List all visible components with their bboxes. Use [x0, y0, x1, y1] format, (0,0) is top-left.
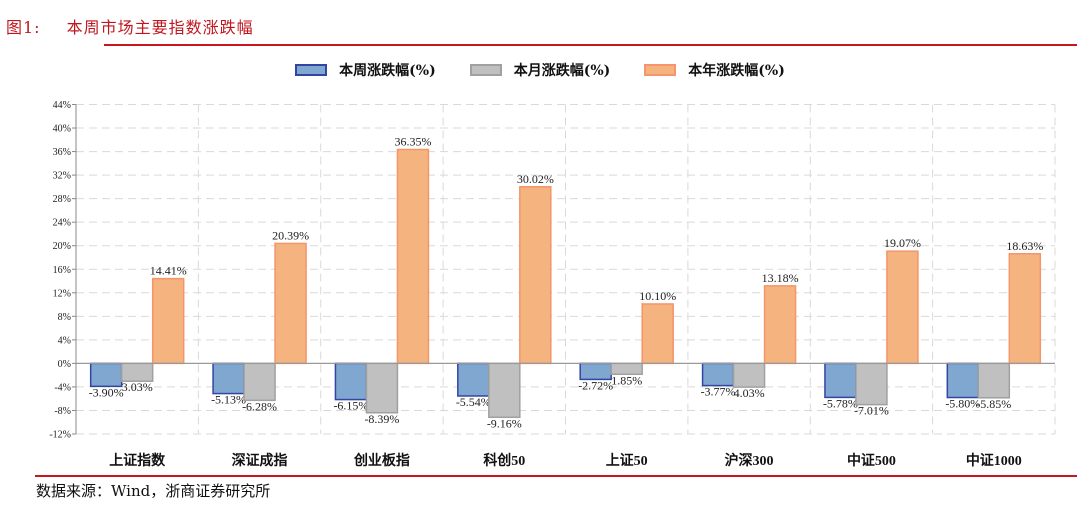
legend-swatch-weekly [295, 64, 328, 76]
y-tick-label: 28% [53, 194, 71, 205]
data-label: 30.02% [517, 172, 554, 186]
y-tick-label: 36% [53, 147, 71, 158]
data-label: -8.39% [364, 412, 399, 426]
bar-yearly [396, 148, 430, 365]
bar-monthly [243, 362, 276, 402]
bar-monthly [732, 362, 766, 388]
data-label: 3.03% [122, 380, 153, 394]
y-tick-label: 16% [53, 265, 71, 276]
chart-legend: 本周涨跌幅(%) 本月涨跌幅(%) 本年涨跌幅(%) [0, 60, 1080, 80]
y-tick-label: 20% [53, 241, 71, 252]
bar-monthly [120, 362, 154, 382]
data-label: 4.03% [734, 386, 765, 400]
y-tick-label: 44% [53, 100, 71, 111]
legend-item-weekly: 本周涨跌幅(%) [295, 60, 436, 80]
bar-yearly [274, 242, 307, 365]
data-label: -5.54% [456, 395, 491, 409]
data-label: 18.63% [1006, 239, 1043, 253]
x-category-label: 上证指数 [109, 452, 166, 469]
data-label: 10.10% [639, 289, 676, 303]
bar-weekly [579, 362, 612, 381]
data-label: -5.13% [211, 393, 246, 407]
bar-weekly [824, 362, 857, 399]
x-category-label: 科创50 [483, 452, 525, 469]
data-label: 36.35% [394, 135, 431, 149]
x-category-label: 创业板指 [353, 452, 410, 469]
legend-item-monthly: 本月涨跌幅(%) [469, 60, 611, 80]
bar-weekly [946, 362, 980, 399]
data-label: -5.78% [823, 396, 858, 410]
title-rule [104, 44, 1077, 46]
bar-yearly [886, 250, 919, 365]
y-tick-label: 32% [53, 171, 71, 182]
data-label: 13.18% [762, 271, 799, 285]
bar-yearly [151, 277, 185, 365]
y-tick-label: -4% [54, 382, 71, 393]
x-category-label: 中证500 [847, 452, 896, 469]
bar-yearly [641, 303, 674, 365]
bar-weekly [334, 362, 368, 401]
data-label: -2.72% [578, 378, 613, 392]
bar-weekly [89, 362, 123, 388]
legend-label: 本周涨跌幅(%) [339, 63, 436, 79]
data-label: -9.16% [487, 416, 522, 430]
x-category-label: 深证成指 [232, 452, 288, 469]
source-rule [35, 475, 1077, 477]
bar-yearly [763, 285, 797, 365]
y-tick-label: 24% [53, 218, 71, 229]
y-tick-label: 4% [58, 335, 71, 346]
legend-item-yearly: 本年涨跌幅(%) [644, 60, 785, 80]
bar-monthly [365, 362, 399, 414]
x-category-label: 沪深300 [725, 452, 774, 469]
bar-monthly [488, 362, 521, 419]
data-label: 1.85% [611, 373, 642, 387]
data-label: -5.85% [976, 397, 1011, 411]
y-tick-label: 40% [53, 124, 71, 135]
bar-weekly [212, 362, 245, 395]
data-label: -6.28% [242, 399, 277, 413]
bar-weekly [457, 362, 490, 397]
data-label: -3.90% [89, 385, 124, 399]
legend-swatch-monthly [469, 64, 502, 76]
x-category-label: 上证50 [606, 453, 648, 469]
figure-title: 图1: 本周市场主要指数涨跌幅 [6, 14, 254, 38]
bar-monthly [855, 362, 888, 406]
legend-label: 本年涨跌幅(%) [688, 63, 785, 79]
source-note: 数据来源：Wind，浙商证券研究所 [36, 482, 271, 500]
data-label: 14.41% [150, 264, 187, 278]
data-label: -7.01% [854, 404, 889, 418]
legend-label: 本月涨跌幅(%) [513, 63, 611, 79]
figure-number: 图1: [6, 18, 41, 37]
data-label: -5.80% [945, 397, 980, 411]
legend-swatch-yearly [644, 64, 677, 76]
data-label: -6.15% [333, 399, 368, 413]
figure-title-text: 本周市场主要指数涨跌幅 [66, 18, 254, 37]
data-label: 20.39% [272, 228, 309, 242]
y-tick-label: 0% [58, 359, 71, 370]
y-tick-label: -8% [54, 406, 71, 417]
y-tick-label: 8% [58, 312, 71, 323]
y-tick-label: 12% [53, 288, 71, 299]
y-tick-label: -12% [49, 430, 71, 441]
bar-yearly [1008, 253, 1042, 365]
bar-monthly [977, 362, 1011, 399]
bar-yearly [519, 186, 552, 365]
x-category-label: 中证1000 [966, 452, 1022, 469]
data-label: 19.07% [884, 236, 921, 250]
data-label: -3.77% [701, 385, 736, 399]
bar-weekly [701, 362, 735, 387]
